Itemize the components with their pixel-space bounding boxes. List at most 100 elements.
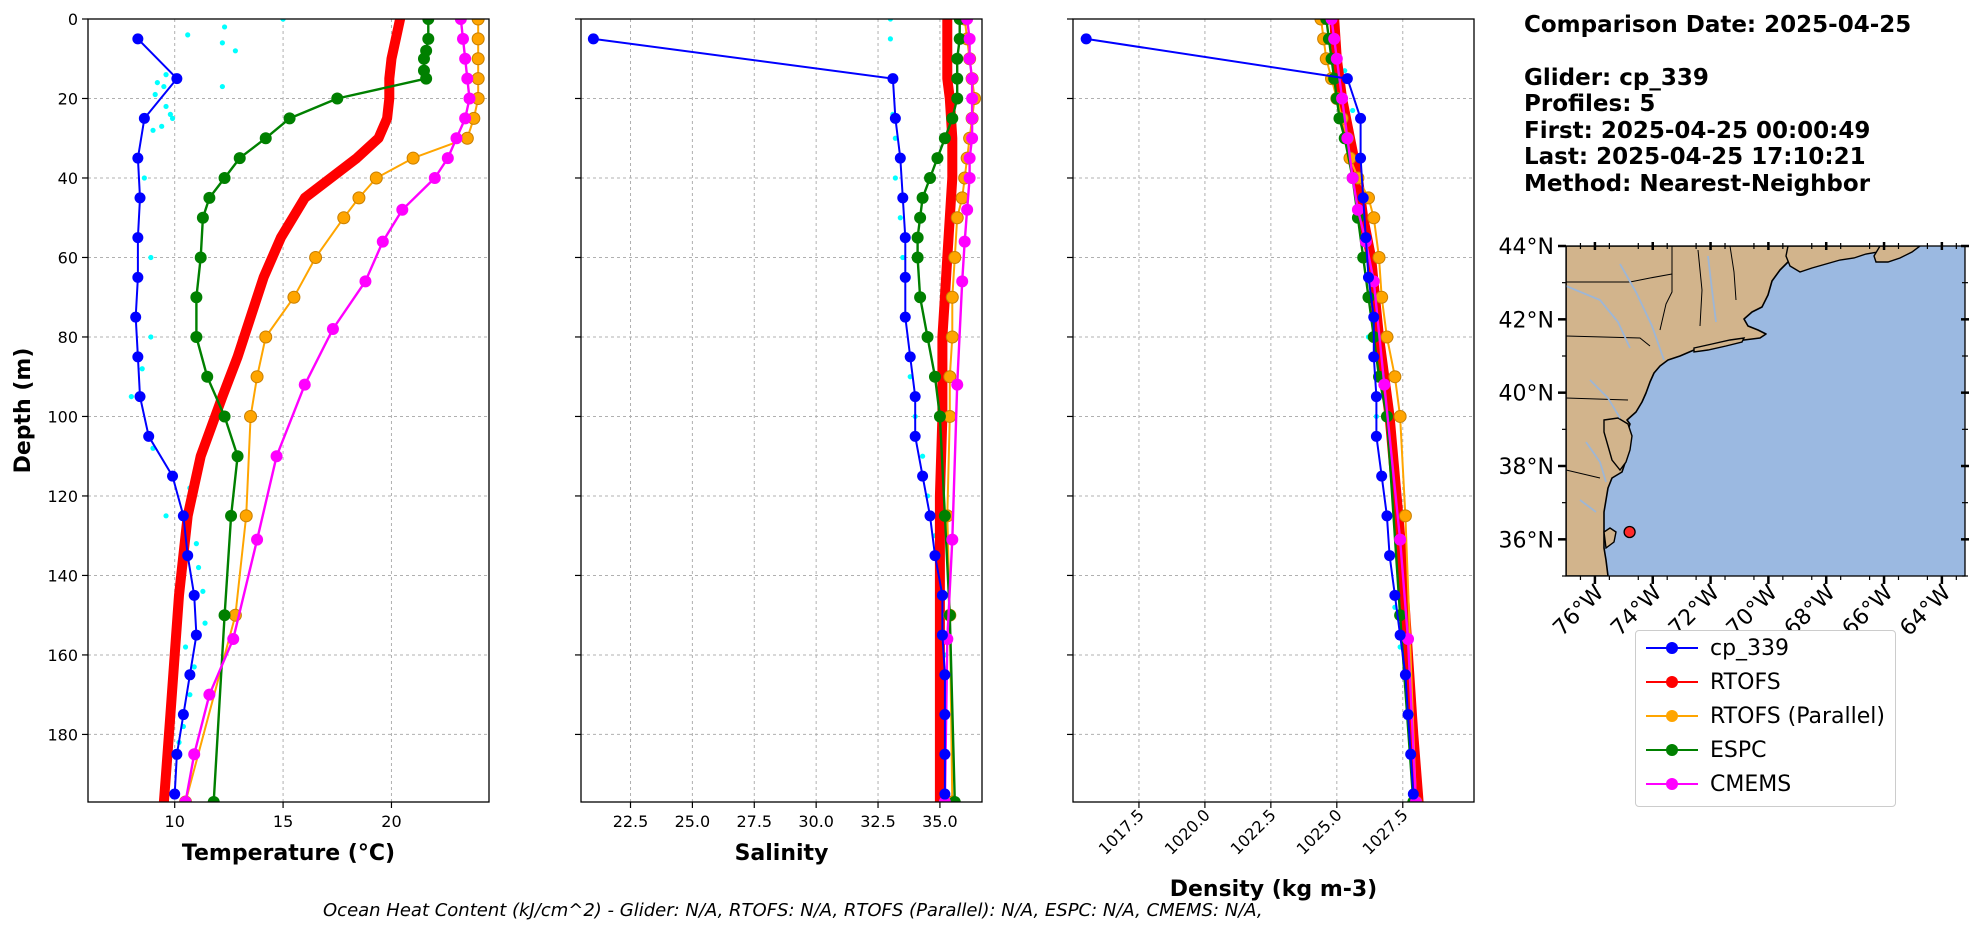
data-point-rtofs — [935, 729, 945, 739]
legend-swatch — [1646, 740, 1698, 760]
data-point-rtofs — [942, 74, 952, 84]
map-lat-label: 36°N — [1499, 528, 1554, 553]
data-point-rtofs-parallel — [1388, 370, 1402, 384]
raw-data-point — [202, 620, 208, 626]
data-point-espc — [190, 291, 203, 304]
data-point-cmems — [461, 72, 474, 85]
data-point-cp-339 — [132, 351, 144, 363]
location-map: 76°W74°W72°W70°W68°W66°W64°W44°N42°N40°N… — [1499, 235, 1969, 641]
y-tick-label: 0 — [68, 10, 78, 29]
axes-frame — [87, 18, 490, 803]
data-point-cp-339 — [939, 788, 951, 800]
x-tick-label: 1025.0 — [1293, 805, 1346, 858]
data-point-espc — [951, 72, 964, 85]
data-point-espc — [914, 211, 927, 224]
ocean-heat-content-note: Ocean Heat Content (kJ/cm^2) - Glider: N… — [323, 900, 1263, 921]
data-point-cmems — [1378, 378, 1391, 391]
data-point-cp-339 — [1394, 629, 1406, 641]
legend: cp_339 RTOFS RTOFS (Parallel) ESPC CMEMS — [1635, 630, 1896, 807]
data-point-cp-339 — [587, 33, 599, 45]
series-line-rtofs — [158, 19, 406, 802]
data-point-cmems — [1346, 171, 1359, 184]
data-point-cp-339 — [130, 311, 142, 323]
data-point-cmems — [956, 275, 969, 288]
data-point-rtofs — [161, 769, 171, 779]
data-point-rtofs — [384, 93, 394, 103]
series-line-rtofs-parallel — [184, 19, 480, 802]
data-point-rtofs-parallel — [1393, 409, 1407, 423]
data-point-cp-339 — [177, 709, 189, 721]
raw-data-point — [139, 366, 145, 372]
data-point-espc — [914, 291, 927, 304]
raw-data-point — [193, 541, 199, 547]
data-point-espc — [218, 609, 231, 622]
data-point-cmems — [1336, 92, 1349, 105]
raw-data-point — [897, 215, 903, 221]
data-point-cmems — [966, 72, 979, 85]
data-point-espc — [283, 112, 296, 125]
raw-data-point — [1350, 107, 1356, 114]
data-point-rtofs-parallel — [337, 211, 351, 225]
x-axis-label: Density (kg m-3) — [1170, 877, 1378, 902]
data-point-rtofs-parallel — [945, 290, 959, 304]
series-line-cp-339 — [1085, 37, 1415, 796]
raw-data-point — [221, 24, 228, 30]
data-point-espc — [190, 330, 203, 343]
x-tick-label: 35.0 — [922, 812, 958, 831]
last-time: Last: 2025-04-25 17:10:21 — [1524, 144, 1866, 170]
legend-item-espc: ESPC — [1646, 733, 1767, 767]
data-point-cp-339 — [909, 430, 921, 442]
x-tick-label: 20 — [381, 812, 401, 831]
data-point-cmems — [396, 203, 409, 216]
data-point-rtofs-parallel — [1380, 330, 1394, 344]
data-point-espc — [225, 509, 238, 522]
data-point-rtofs — [382, 113, 392, 123]
map-lon-label: 64°W — [1895, 580, 1956, 641]
data-point-cp-339 — [1355, 152, 1367, 164]
raw-data-point — [154, 79, 160, 86]
data-point-cmems — [963, 152, 976, 165]
data-point-cmems — [298, 378, 311, 391]
data-point-rtofs-parallel — [287, 290, 301, 304]
data-point-rtofs-parallel — [1375, 290, 1389, 304]
raw-data-point — [191, 664, 197, 670]
x-tick-label: 1027.5 — [1359, 805, 1412, 858]
raw-data-point — [128, 393, 134, 400]
data-point-rtofs — [395, 19, 405, 24]
data-point-cp-339 — [1080, 33, 1092, 45]
raw-data-point — [182, 644, 189, 650]
raw-data-point — [163, 72, 169, 78]
series-line-espc — [195, 19, 430, 802]
data-point-espc — [218, 171, 231, 184]
data-point-cp-339 — [1370, 391, 1382, 403]
data-point-rtofs — [942, 54, 952, 64]
data-point-rtofs — [935, 491, 945, 501]
data-point-cp-339 — [1389, 589, 1401, 601]
x-tick-label: 1020.0 — [1161, 805, 1214, 858]
data-point-cp-339 — [132, 232, 144, 244]
data-point-espc — [911, 231, 924, 244]
data-point-cmems — [1351, 203, 1364, 216]
data-point-cp-339 — [939, 748, 951, 760]
data-point-rtofs — [159, 797, 169, 802]
data-point-rtofs — [391, 34, 401, 44]
data-point-cmems — [459, 112, 472, 125]
data-point-cp-339 — [1381, 510, 1393, 522]
data-point-espc — [231, 450, 244, 463]
data-point-cp-339 — [132, 152, 144, 164]
data-point-cmems — [1341, 132, 1354, 145]
data-point-cmems — [179, 796, 192, 802]
raw-data-point — [163, 103, 169, 110]
raw-data-point — [195, 564, 202, 571]
map-lon-label: 76°W — [1549, 580, 1610, 641]
data-point-rtofs-parallel — [943, 370, 957, 384]
raw-data-point — [200, 588, 206, 594]
series-line-cmems — [943, 19, 974, 802]
data-point-cmems — [958, 235, 971, 248]
raw-data-point — [187, 692, 193, 698]
x-tick-label: 22.5 — [613, 812, 649, 831]
data-point-espc — [422, 19, 435, 25]
map-borders — [1566, 246, 1737, 479]
data-point-espc — [924, 171, 937, 184]
data-point-cp-339 — [889, 112, 901, 124]
